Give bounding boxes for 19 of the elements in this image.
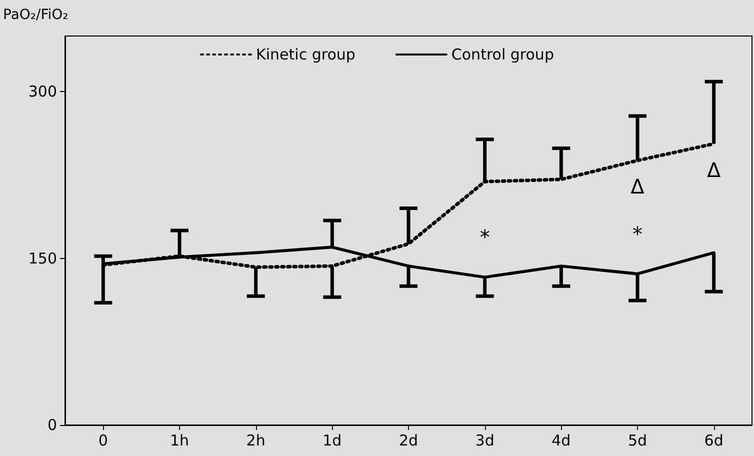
legend-label: Kinetic group — [256, 46, 356, 64]
annotation: * — [632, 222, 642, 246]
legend-label: Control group — [451, 46, 554, 64]
y-tick-label: 0 — [47, 416, 57, 434]
x-tick-label: 6d — [704, 432, 724, 450]
x-tick-label: 3d — [475, 432, 494, 450]
annotation: Δ — [630, 174, 645, 198]
x-tick-label: 1h — [170, 432, 190, 450]
x-tick-label: 5d — [628, 432, 648, 450]
y-axis-title: PaO₂/FiO₂ — [3, 7, 68, 23]
y-tick-label: 150 — [28, 249, 57, 268]
x-tick-label: 2d — [398, 432, 418, 450]
x-tick-label: 4d — [552, 432, 571, 450]
y-tick-label: 300 — [28, 82, 57, 101]
x-tick-label: 0 — [98, 432, 108, 450]
x-tick-label: 2h — [246, 432, 266, 450]
annotation: * — [480, 225, 490, 250]
x-tick-label: 1d — [322, 432, 342, 450]
annotation: Δ — [706, 158, 721, 182]
